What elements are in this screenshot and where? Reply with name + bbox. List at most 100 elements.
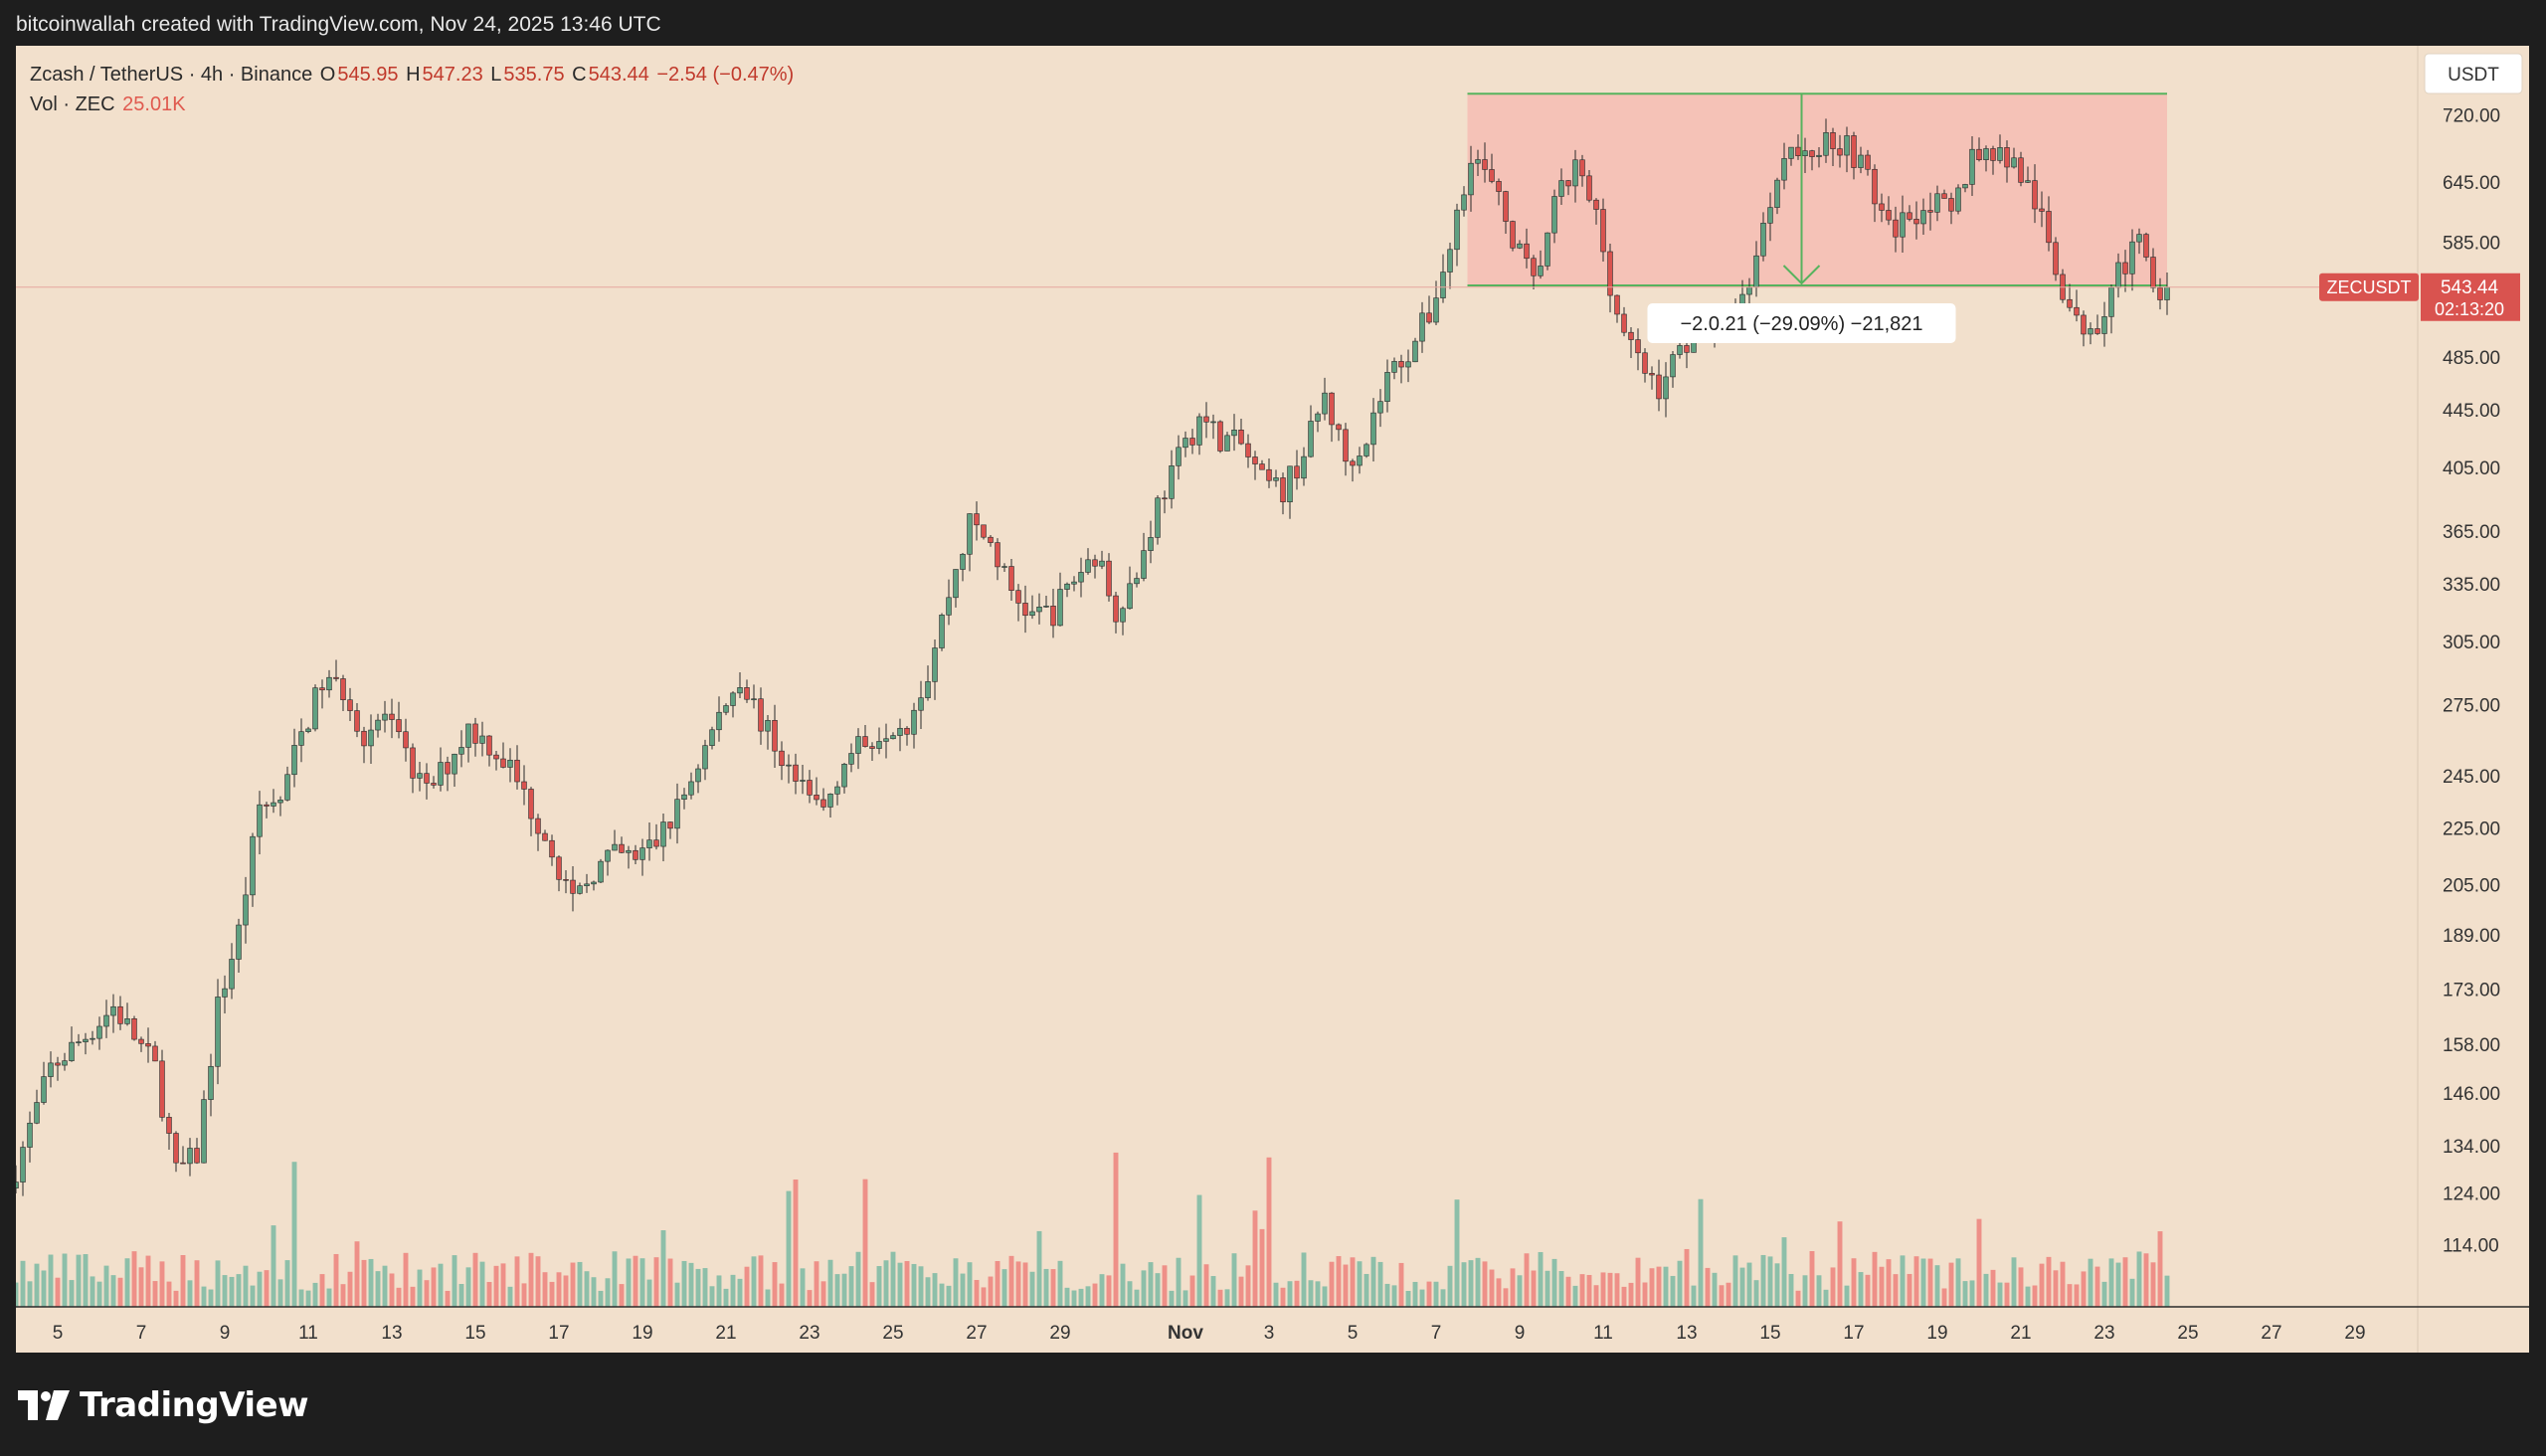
volume-bar	[173, 1290, 179, 1307]
candle	[800, 765, 806, 795]
candle	[1064, 582, 1070, 598]
candle	[424, 763, 430, 800]
volume-bar	[277, 1279, 283, 1307]
legend-low-label: L	[490, 64, 502, 86]
candlestick-chart[interactable]: −2.0.21 (−29.09%) −21,821 720.00 645.00 58…	[16, 46, 2529, 1353]
volume-bar	[2060, 1261, 2066, 1307]
time-tick-label: 23	[799, 1323, 819, 1344]
candle	[2088, 322, 2093, 345]
volume-bar	[1983, 1273, 1989, 1307]
volume-bar	[1579, 1274, 1585, 1307]
time-tick-label: 17	[1843, 1323, 1864, 1344]
volume-bar	[1976, 1218, 1982, 1307]
candle	[1189, 429, 1195, 455]
volume-bar	[417, 1269, 423, 1307]
candle	[438, 747, 444, 792]
candle	[1934, 185, 1940, 222]
range-box[interactable]	[1467, 93, 2168, 285]
candle	[215, 979, 221, 1085]
volume-bar	[1412, 1281, 1418, 1307]
candle	[1475, 149, 1481, 177]
volume-bar	[1900, 1255, 1906, 1307]
candle	[1649, 366, 1655, 390]
candle	[1057, 572, 1063, 627]
volume-bar	[347, 1271, 353, 1307]
volume-bar	[375, 1271, 381, 1307]
candle	[2081, 310, 2087, 347]
volume-bar	[1607, 1272, 1613, 1307]
brand[interactable]: TradingView	[18, 1385, 309, 1425]
volume-bar	[1907, 1273, 1912, 1307]
candle	[988, 534, 994, 547]
time-tick-label: 25	[882, 1323, 903, 1344]
candle	[96, 1016, 102, 1050]
legend-vol-label[interactable]: Vol · ZEC	[30, 93, 115, 115]
volume-bar	[1238, 1276, 1244, 1307]
chart-area[interactable]: −2.0.21 (−29.09%) −21,821 720.00 645.00 58…	[16, 46, 2529, 1353]
volume-bar	[20, 1260, 26, 1307]
candle	[1454, 203, 1460, 267]
candle	[20, 1141, 26, 1196]
volume-bar	[1739, 1267, 1745, 1307]
candle	[145, 1027, 151, 1063]
candle	[1043, 596, 1049, 608]
volume-bar	[34, 1263, 40, 1307]
volume-bar	[1252, 1210, 1258, 1307]
volume-bar	[911, 1263, 917, 1307]
volume-bar	[1301, 1252, 1307, 1307]
volume-bar	[598, 1290, 604, 1307]
currency-button[interactable]	[2424, 53, 2523, 94]
volume-bar	[1210, 1276, 1216, 1307]
volume-bar	[458, 1283, 464, 1307]
candle	[653, 823, 659, 850]
candle	[751, 684, 757, 709]
volume-bar	[820, 1281, 826, 1307]
candle	[173, 1131, 179, 1173]
volume-bar	[1259, 1228, 1265, 1307]
price-tick-label: 225.00	[2443, 819, 2500, 839]
candle	[723, 703, 729, 716]
volume-bar	[340, 1284, 346, 1307]
measure-label-text: −2.0.21 (−29.09%) −21,821	[1680, 313, 1922, 335]
candle	[389, 698, 395, 739]
candle	[76, 1033, 82, 1046]
legend-symbol[interactable]: Zcash / TetherUS · 4h · Binance	[30, 64, 313, 86]
volume-bar	[1809, 1251, 1815, 1307]
volume-bar	[2115, 1262, 2121, 1307]
volume-bar	[1454, 1199, 1460, 1307]
volume-bar	[1085, 1286, 1091, 1307]
volume-bar	[1106, 1275, 1112, 1307]
volume-bar	[472, 1252, 478, 1307]
candle	[1558, 168, 1564, 206]
candle	[138, 1036, 144, 1052]
candle	[1823, 118, 1829, 163]
candle	[1586, 169, 1592, 203]
candle	[34, 1089, 40, 1125]
currency-label: USDT	[2448, 65, 2499, 86]
price-axis-panel[interactable]	[2418, 46, 2529, 1353]
candle	[55, 1056, 61, 1081]
candle	[1350, 458, 1356, 482]
volume-bar	[1099, 1274, 1105, 1307]
volume-bar	[841, 1273, 847, 1307]
candle	[1155, 495, 1161, 545]
candle	[974, 501, 980, 541]
volume-bar	[215, 1260, 221, 1307]
volume-bar	[918, 1266, 924, 1307]
volume-bar	[1642, 1282, 1648, 1307]
volume-bar	[368, 1258, 374, 1307]
candle	[820, 788, 826, 812]
volume-bar	[1350, 1257, 1356, 1307]
candle	[431, 776, 437, 789]
volume-bar	[1948, 1262, 1954, 1307]
price-tick-label: 189.00	[2443, 926, 2500, 947]
candle	[786, 754, 792, 784]
price-tick-label: 173.00	[2443, 980, 2500, 1001]
volume-bar	[514, 1256, 520, 1307]
candle	[1092, 554, 1098, 579]
price-tag-price: 543.44	[2441, 277, 2499, 298]
candle	[1656, 359, 1662, 412]
candle	[194, 1138, 200, 1165]
price-tick-label: 365.00	[2443, 522, 2500, 543]
volume-bar	[333, 1253, 339, 1307]
